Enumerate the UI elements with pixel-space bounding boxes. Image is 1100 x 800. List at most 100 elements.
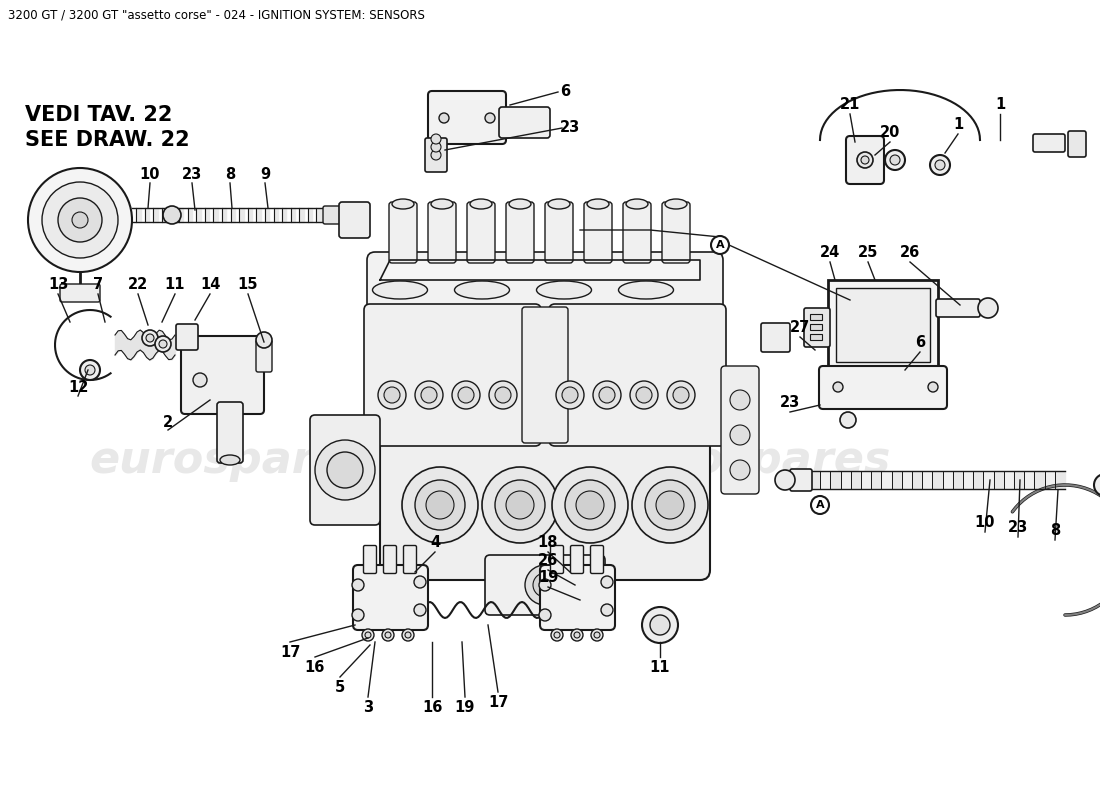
Circle shape bbox=[576, 491, 604, 519]
Text: 15: 15 bbox=[238, 277, 258, 292]
Circle shape bbox=[574, 632, 580, 638]
Circle shape bbox=[495, 480, 544, 530]
FancyBboxPatch shape bbox=[761, 323, 790, 352]
Circle shape bbox=[930, 155, 950, 175]
Text: 25: 25 bbox=[858, 245, 878, 260]
Polygon shape bbox=[821, 471, 830, 489]
Ellipse shape bbox=[666, 199, 688, 209]
Ellipse shape bbox=[470, 199, 492, 209]
Polygon shape bbox=[308, 208, 312, 222]
Circle shape bbox=[857, 152, 873, 168]
FancyBboxPatch shape bbox=[323, 206, 345, 224]
Polygon shape bbox=[974, 471, 983, 489]
Polygon shape bbox=[196, 208, 200, 222]
FancyBboxPatch shape bbox=[363, 546, 376, 574]
Circle shape bbox=[656, 491, 684, 519]
FancyBboxPatch shape bbox=[60, 284, 100, 302]
Polygon shape bbox=[179, 208, 184, 222]
Text: 23: 23 bbox=[182, 167, 202, 182]
Polygon shape bbox=[153, 208, 157, 222]
Text: 7: 7 bbox=[92, 277, 103, 292]
FancyBboxPatch shape bbox=[846, 136, 884, 184]
Circle shape bbox=[163, 206, 182, 224]
Circle shape bbox=[414, 604, 426, 616]
Ellipse shape bbox=[220, 455, 240, 465]
Polygon shape bbox=[239, 208, 243, 222]
Bar bbox=[810, 334, 822, 340]
FancyBboxPatch shape bbox=[339, 202, 370, 238]
Circle shape bbox=[730, 390, 750, 410]
Circle shape bbox=[431, 150, 441, 160]
Ellipse shape bbox=[454, 281, 509, 299]
Circle shape bbox=[365, 632, 371, 638]
Circle shape bbox=[861, 156, 869, 164]
FancyBboxPatch shape bbox=[256, 340, 272, 372]
Text: 22: 22 bbox=[128, 277, 148, 292]
FancyBboxPatch shape bbox=[662, 202, 690, 263]
Polygon shape bbox=[231, 208, 235, 222]
Text: 3: 3 bbox=[363, 700, 373, 715]
Polygon shape bbox=[840, 471, 850, 489]
Text: 26: 26 bbox=[538, 553, 558, 568]
Text: 23: 23 bbox=[560, 121, 580, 135]
Polygon shape bbox=[205, 208, 209, 222]
Text: 16: 16 bbox=[305, 660, 326, 675]
Circle shape bbox=[711, 236, 729, 254]
Polygon shape bbox=[953, 471, 962, 489]
Polygon shape bbox=[282, 208, 286, 222]
Polygon shape bbox=[170, 208, 175, 222]
Text: 18: 18 bbox=[538, 535, 558, 550]
Circle shape bbox=[645, 480, 695, 530]
FancyBboxPatch shape bbox=[790, 469, 812, 491]
Polygon shape bbox=[299, 208, 304, 222]
Polygon shape bbox=[1024, 471, 1034, 489]
Text: 17: 17 bbox=[279, 645, 300, 660]
Circle shape bbox=[591, 629, 603, 641]
Text: 11: 11 bbox=[165, 277, 185, 292]
Polygon shape bbox=[993, 471, 1004, 489]
Circle shape bbox=[384, 387, 400, 403]
Circle shape bbox=[485, 113, 495, 123]
Circle shape bbox=[833, 382, 843, 392]
Circle shape bbox=[636, 387, 652, 403]
Polygon shape bbox=[1014, 471, 1024, 489]
Ellipse shape bbox=[587, 199, 609, 209]
Circle shape bbox=[600, 387, 615, 403]
FancyBboxPatch shape bbox=[1068, 131, 1086, 157]
Polygon shape bbox=[136, 208, 141, 222]
FancyBboxPatch shape bbox=[379, 420, 710, 580]
Circle shape bbox=[256, 332, 272, 348]
Circle shape bbox=[315, 440, 375, 500]
Text: VEDI TAV. 22
SEE DRAW. 22: VEDI TAV. 22 SEE DRAW. 22 bbox=[25, 105, 189, 150]
Polygon shape bbox=[162, 208, 166, 222]
Text: 10: 10 bbox=[975, 515, 996, 530]
Polygon shape bbox=[1034, 471, 1045, 489]
Polygon shape bbox=[222, 208, 227, 222]
Circle shape bbox=[667, 381, 695, 409]
Text: A: A bbox=[816, 500, 824, 510]
Text: 16: 16 bbox=[421, 700, 442, 715]
Polygon shape bbox=[830, 471, 840, 489]
Text: eurospares: eurospares bbox=[609, 438, 891, 482]
Circle shape bbox=[554, 632, 560, 638]
Text: A: A bbox=[716, 240, 724, 250]
Text: 9: 9 bbox=[260, 167, 271, 182]
Polygon shape bbox=[861, 471, 871, 489]
Polygon shape bbox=[248, 208, 252, 222]
Text: 21: 21 bbox=[839, 97, 860, 112]
FancyBboxPatch shape bbox=[720, 366, 759, 494]
Circle shape bbox=[539, 609, 551, 621]
Circle shape bbox=[80, 360, 100, 380]
FancyBboxPatch shape bbox=[217, 402, 243, 463]
Polygon shape bbox=[265, 208, 269, 222]
FancyBboxPatch shape bbox=[828, 280, 938, 370]
FancyBboxPatch shape bbox=[468, 202, 495, 263]
Circle shape bbox=[928, 382, 938, 392]
FancyBboxPatch shape bbox=[623, 202, 651, 263]
FancyBboxPatch shape bbox=[364, 304, 541, 446]
Circle shape bbox=[525, 565, 565, 605]
Ellipse shape bbox=[373, 281, 428, 299]
FancyBboxPatch shape bbox=[425, 138, 447, 172]
Circle shape bbox=[630, 381, 658, 409]
Circle shape bbox=[431, 142, 441, 152]
